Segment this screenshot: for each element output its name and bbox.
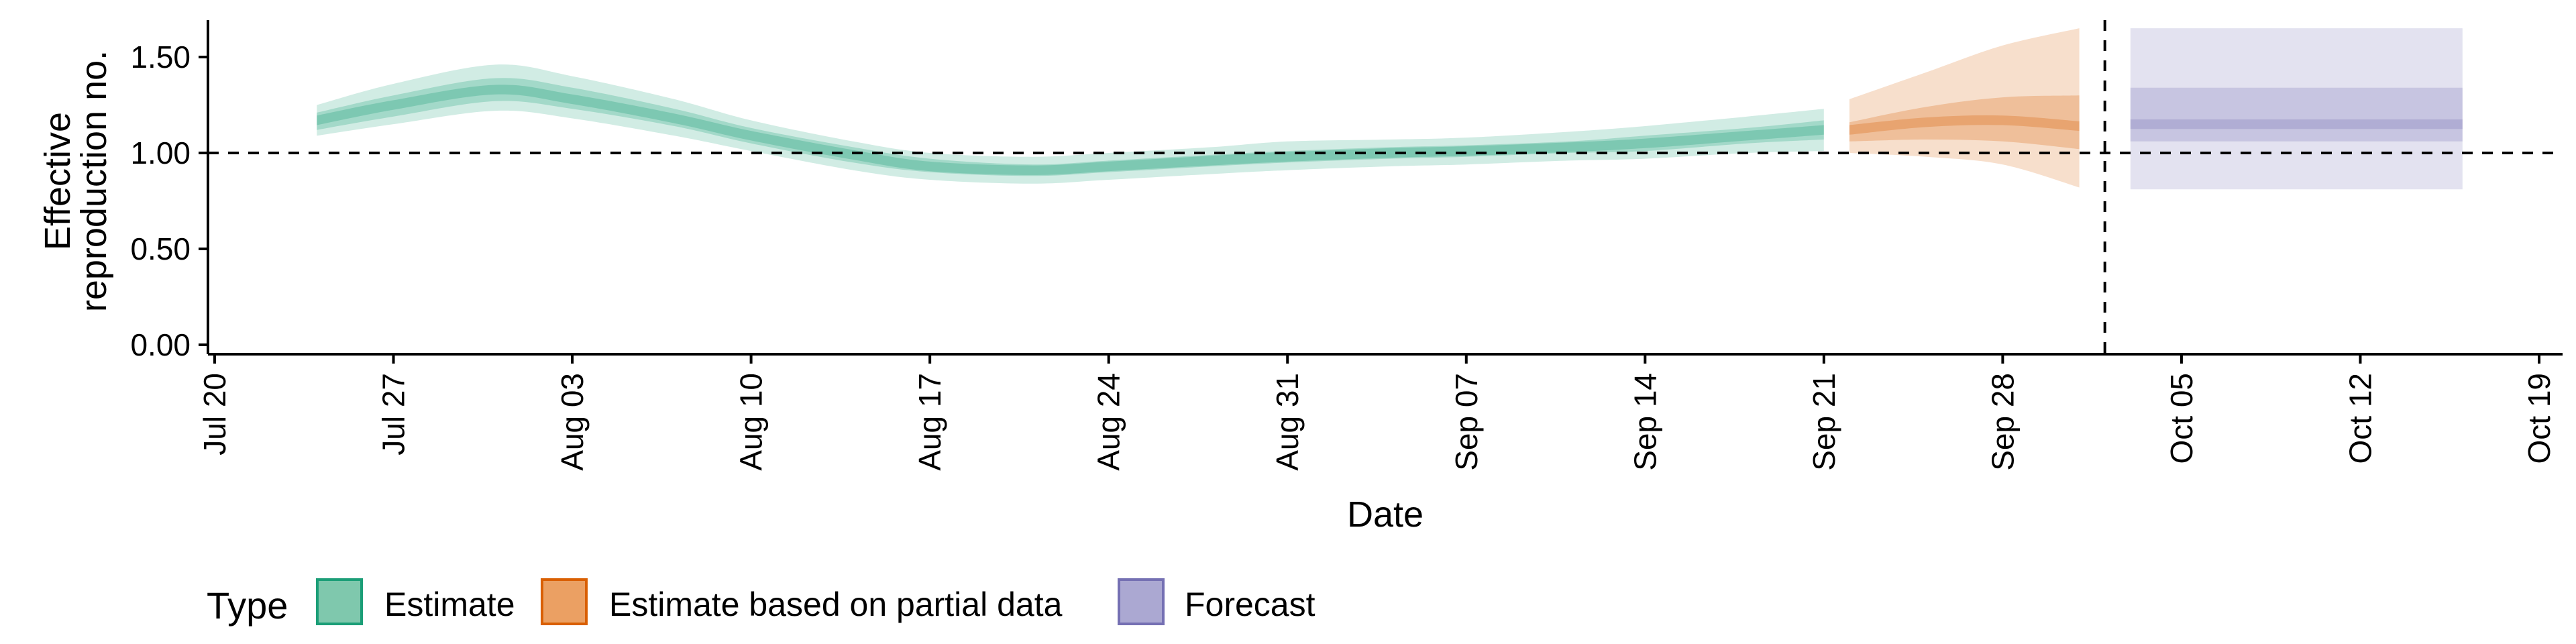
- band-90-forecast: [2130, 28, 2463, 190]
- band-50-partial: [1849, 95, 2080, 150]
- x-tick-label: Sep 21: [1807, 373, 1841, 471]
- x-tick-label: Aug 31: [1270, 373, 1305, 471]
- band-50-forecast: [2130, 87, 2463, 142]
- y-axis-title: Effective reproduction no.: [38, 50, 114, 312]
- x-tick-label: Jul 20: [197, 373, 232, 455]
- reference-lines: [208, 20, 2563, 354]
- x-tick-label: Aug 24: [1091, 373, 1126, 471]
- x-tick-label: Oct 12: [2343, 373, 2378, 464]
- band-90-partial: [1849, 28, 2080, 188]
- legend-swatch-partial: [541, 578, 588, 625]
- x-ticks: Jul 20 Jul 27 Aug 03 Aug 10 Aug 17 Aug 24 Aug …: [197, 354, 2557, 471]
- band-90-estimate: [317, 64, 1824, 184]
- x-tick-label: Oct 19: [2522, 373, 2557, 464]
- x-tick-label: Aug 03: [555, 373, 590, 471]
- series-forecast: [2130, 28, 2463, 190]
- legend-swatch-estimate: [316, 578, 363, 625]
- y-axis-title-line-1: Effective: [38, 112, 78, 250]
- legend-label-forecast: Forecast: [1185, 586, 1316, 623]
- x-tick-label: Aug 17: [912, 373, 947, 471]
- y-tick-label: 0.00: [130, 327, 191, 362]
- band-50-estimate: [317, 78, 1824, 176]
- y-tick-label: 1.00: [130, 136, 191, 170]
- x-tick-label: Sep 14: [1627, 373, 1662, 471]
- legend-swatch-forecast: [1118, 578, 1165, 625]
- x-tick-label: Sep 07: [1449, 373, 1484, 471]
- y-tick-label: 1.50: [130, 40, 191, 74]
- series-bands: [317, 28, 2463, 190]
- series-estimate: [317, 64, 1824, 184]
- series-partial: [1849, 28, 2080, 188]
- x-tick-label: Oct 05: [2164, 373, 2199, 464]
- x-tick-label: Sep 28: [1985, 373, 2020, 471]
- y-axis-title-line-2: reproduction no.: [74, 50, 114, 312]
- legend-title: Type: [207, 584, 288, 627]
- median-estimate: [317, 85, 1824, 175]
- x-tick-label: Aug 10: [734, 373, 769, 471]
- x-axis-title: Date: [1347, 494, 1424, 535]
- x-tick-label: Jul 27: [376, 373, 411, 455]
- legend-label-estimate: Estimate: [384, 586, 515, 623]
- y-ticks: 0.00 0.50 1.00 1.50: [130, 40, 208, 362]
- legend: Type Estimate Estimate based on partial …: [207, 578, 1316, 627]
- axes: [207, 20, 2563, 356]
- median-forecast: [2130, 119, 2463, 129]
- median-partial: [1849, 115, 2080, 135]
- y-tick-label: 0.50: [130, 231, 191, 266]
- legend-label-partial: Estimate based on partial data: [609, 586, 1063, 623]
